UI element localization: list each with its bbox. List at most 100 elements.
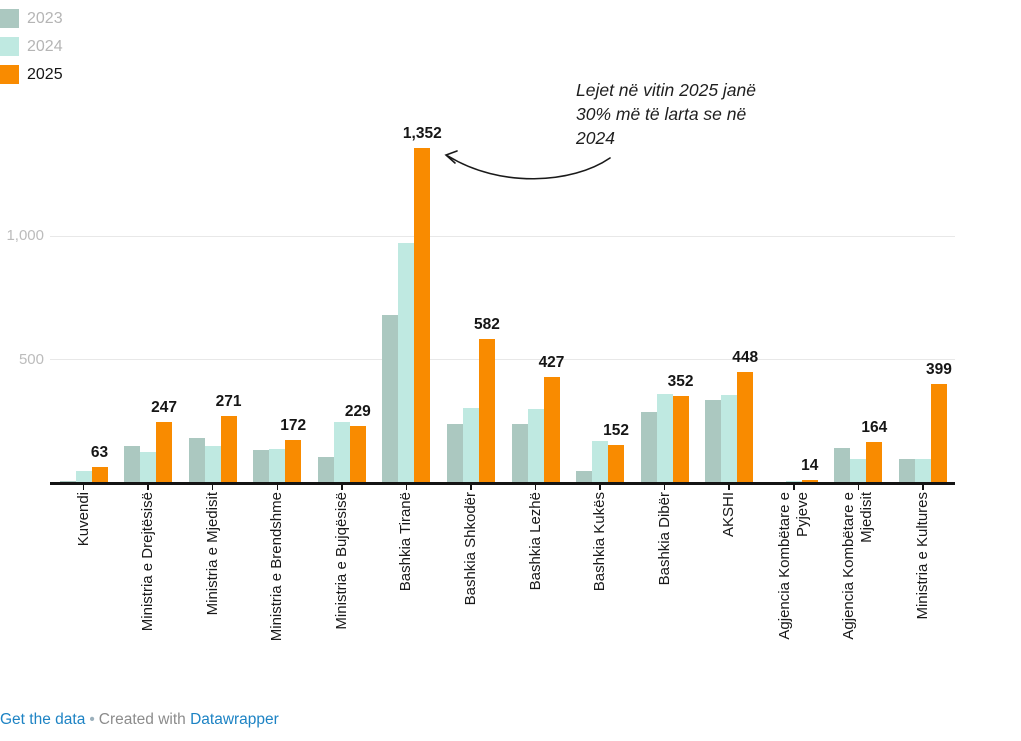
bar-2025[interactable] bbox=[672, 396, 689, 483]
x-axis-category-label: AKSHI bbox=[720, 492, 738, 538]
x-axis-tick bbox=[147, 483, 149, 490]
x-axis-tick bbox=[82, 483, 85, 490]
bar-2025[interactable] bbox=[349, 426, 366, 483]
x-axis-category-label: Bashkia Shkodër bbox=[461, 492, 479, 606]
bar-2025[interactable] bbox=[285, 440, 302, 483]
x-axis-category-label: Ministria e Kultures bbox=[913, 492, 931, 620]
value-label: 247 bbox=[151, 399, 178, 416]
bar-2023[interactable] bbox=[640, 412, 657, 483]
x-axis-category-label: Bashkia Lezhë bbox=[526, 492, 544, 591]
legend-swatch-2023 bbox=[0, 9, 19, 28]
bar-2023[interactable] bbox=[188, 438, 205, 483]
value-label: 229 bbox=[344, 403, 371, 420]
x-axis-tick bbox=[793, 483, 795, 490]
legend-item-2023: 2023 bbox=[0, 9, 63, 28]
bar-2024[interactable] bbox=[398, 243, 415, 483]
bar-2024[interactable] bbox=[140, 452, 157, 483]
value-label: 352 bbox=[667, 373, 694, 390]
x-axis-category-label: Kuvendi bbox=[74, 492, 92, 547]
bar-2024[interactable] bbox=[850, 459, 867, 483]
bar-2023[interactable] bbox=[382, 315, 399, 483]
legend-item-2025: 2025 bbox=[0, 65, 63, 84]
legend-label: 2024 bbox=[27, 38, 63, 55]
bar-2024[interactable] bbox=[333, 422, 350, 483]
value-label: 271 bbox=[215, 393, 242, 410]
x-axis-tick bbox=[534, 483, 537, 490]
value-label: 399 bbox=[925, 361, 952, 378]
bar-2025[interactable] bbox=[737, 372, 754, 483]
bar-2023[interactable] bbox=[834, 448, 851, 483]
bar-2024[interactable] bbox=[721, 395, 738, 483]
x-axis-category-label: Bashkia Kukës bbox=[591, 492, 609, 592]
get-the-data-link[interactable]: Get the data bbox=[0, 711, 86, 728]
x-axis-tick bbox=[405, 483, 408, 490]
y-axis-tick-label: 1,000 bbox=[6, 227, 44, 244]
datawrapper-link[interactable]: Datawrapper bbox=[190, 711, 279, 728]
x-axis-tick bbox=[663, 483, 666, 490]
x-axis-category-label: Agjencia Kombëtare e Pyjeve bbox=[775, 492, 811, 640]
bar-2023[interactable] bbox=[511, 424, 528, 483]
value-label: 63 bbox=[90, 444, 109, 461]
legend-item-2024: 2024 bbox=[0, 37, 63, 56]
bar-2024[interactable] bbox=[592, 441, 609, 483]
legend-swatch-2024 bbox=[0, 37, 19, 56]
x-axis-tick bbox=[276, 483, 278, 490]
bar-2025[interactable] bbox=[608, 445, 625, 483]
bar-2024[interactable] bbox=[204, 446, 221, 483]
x-axis-category-label: Ministria e Brendshme bbox=[268, 492, 286, 642]
legend-label: 2023 bbox=[27, 10, 63, 27]
bar-2025[interactable] bbox=[91, 467, 108, 483]
x-axis-category-label: Ministria e Bujqësisë bbox=[332, 492, 350, 630]
value-label: 14 bbox=[801, 457, 819, 474]
bar-2025[interactable] bbox=[801, 480, 818, 483]
bar-2025[interactable] bbox=[930, 384, 947, 483]
bar-2023[interactable] bbox=[898, 459, 915, 483]
x-axis-tick bbox=[599, 483, 601, 490]
bar-2023[interactable] bbox=[124, 446, 141, 483]
x-axis-tick bbox=[728, 483, 730, 490]
x-axis-tick bbox=[470, 483, 472, 490]
value-label: 448 bbox=[732, 349, 759, 366]
legend-swatch-2025 bbox=[0, 65, 19, 84]
footer-created-with: Created with bbox=[98, 711, 186, 728]
x-axis-tick bbox=[211, 483, 214, 490]
x-axis-category-label: Ministria e Drejtësisë bbox=[139, 492, 157, 632]
bar-2024[interactable] bbox=[75, 471, 92, 483]
bar-2024[interactable] bbox=[914, 459, 931, 483]
bar-2023[interactable] bbox=[317, 457, 334, 483]
bar-2025[interactable] bbox=[156, 422, 173, 483]
bar-2024[interactable] bbox=[462, 408, 479, 483]
value-label: 152 bbox=[603, 422, 630, 439]
x-axis-category-label: Bashkia Dibër bbox=[655, 492, 673, 586]
x-axis-tick bbox=[857, 483, 860, 490]
gridline-500 bbox=[50, 359, 955, 361]
x-axis-tick bbox=[922, 483, 924, 490]
x-axis-category-label: Agjencia Kombëtare e Mjedisit bbox=[840, 492, 876, 640]
footer-separator: • bbox=[89, 711, 95, 728]
bar-2023[interactable] bbox=[705, 400, 722, 483]
chart-footer: Get the data • Created with Datawrapper bbox=[0, 710, 279, 730]
x-axis-baseline bbox=[50, 482, 955, 485]
chart-annotation: Lejet në vitin 2025 janë 30% më të larta… bbox=[576, 80, 756, 148]
bar-2024[interactable] bbox=[269, 449, 286, 483]
gridline-1000 bbox=[50, 235, 955, 237]
bar-2025[interactable] bbox=[220, 416, 237, 483]
bar-2024[interactable] bbox=[527, 409, 544, 483]
value-label: 582 bbox=[473, 316, 500, 333]
value-label: 1,352 bbox=[402, 125, 442, 142]
bar-2025[interactable] bbox=[414, 148, 431, 483]
bar-2024[interactable] bbox=[656, 394, 673, 483]
legend-label: 2025 bbox=[27, 66, 63, 83]
bar-2023[interactable] bbox=[446, 424, 463, 483]
bar-2025[interactable] bbox=[543, 377, 560, 483]
bar-2025[interactable] bbox=[866, 442, 883, 483]
x-axis-tick bbox=[341, 483, 343, 490]
value-label: 427 bbox=[538, 354, 565, 371]
bar-2023[interactable] bbox=[253, 450, 270, 483]
x-axis-category-label: Bashkia Tiranë bbox=[397, 492, 415, 592]
bar-2025[interactable] bbox=[478, 339, 495, 483]
value-label: 164 bbox=[861, 419, 888, 436]
bar-2023[interactable] bbox=[576, 471, 593, 483]
value-label: 172 bbox=[280, 417, 307, 434]
